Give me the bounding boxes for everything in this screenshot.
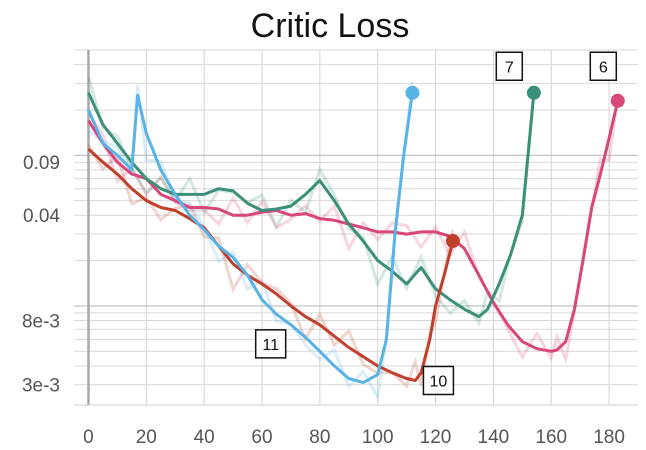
x-tick-label: 40 [194, 427, 215, 448]
series-7-raw-line [87, 76, 536, 327]
series-7-line [87, 92, 536, 319]
series-10-line [87, 147, 455, 382]
x-tick-label: 180 [593, 427, 625, 448]
x-tick-label: 60 [251, 427, 272, 448]
y-tick-label: 8e-3 [22, 312, 60, 333]
series-6-end-marker [610, 93, 625, 108]
series-11-line [87, 92, 414, 385]
chart-title: Critic Loss [251, 7, 410, 45]
y-tick-label: 0.04 [23, 206, 60, 227]
x-tick-label: 20 [136, 427, 157, 448]
run-tag-7-box [495, 51, 524, 82]
run-tag-11-box [254, 329, 287, 359]
series-7-end-marker [526, 85, 541, 100]
x-tick-label: 100 [362, 427, 394, 448]
y-tick-label: 3e-3 [22, 376, 60, 397]
x-tick-label: 80 [309, 427, 330, 448]
x-tick-label: 120 [420, 427, 452, 448]
x-tick-label: 160 [535, 427, 567, 448]
run-tag-10-label: 10 [430, 373, 448, 390]
run-tag-10-box [422, 365, 455, 396]
series-10-end-marker [445, 233, 460, 248]
series-10-raw-line [87, 144, 455, 389]
run-tag-11-label: 11 [262, 337, 279, 354]
run-tag-7-label: 7 [505, 59, 514, 76]
series-11-end-marker [405, 85, 420, 100]
run-tag-6-box [589, 51, 618, 82]
series-6-line [87, 100, 620, 353]
run-tag-6-label: 6 [599, 59, 608, 76]
x-tick-label: 0 [83, 427, 94, 448]
y-tick-label: 0.09 [23, 153, 60, 174]
x-tick-label: 140 [478, 427, 510, 448]
